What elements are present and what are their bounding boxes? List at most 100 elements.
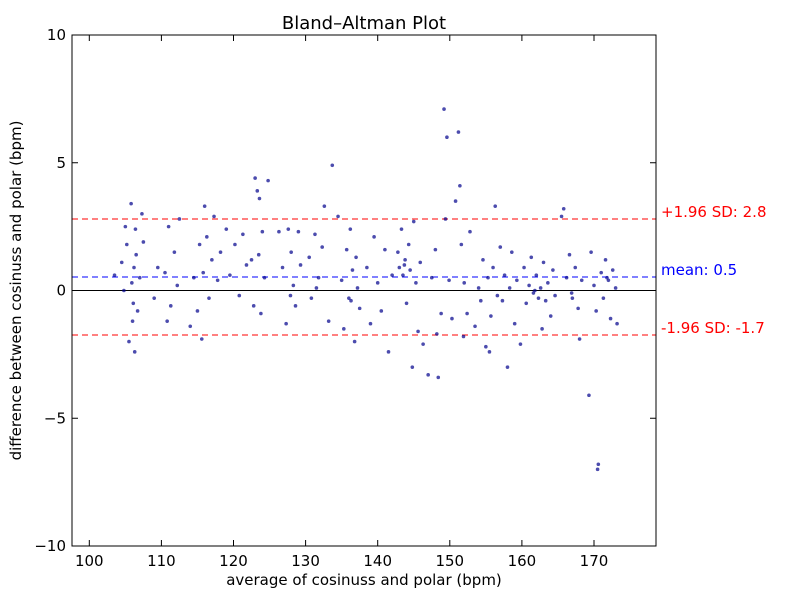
data-point <box>372 235 376 239</box>
data-point <box>166 224 171 229</box>
data-point <box>396 250 400 254</box>
data-point <box>284 321 288 326</box>
data-point <box>500 298 505 303</box>
data-point <box>137 275 142 280</box>
data-point <box>573 265 578 270</box>
data-point <box>205 235 209 239</box>
data-point <box>307 255 312 260</box>
data-point <box>403 258 407 262</box>
data-point <box>192 275 196 280</box>
data-point <box>414 281 418 285</box>
data-point <box>119 260 124 265</box>
data-point <box>450 316 454 321</box>
reference-line-label: +1.96 SD: 2.8 <box>661 203 766 221</box>
data-point <box>443 217 448 221</box>
data-point <box>533 288 537 293</box>
data-point <box>175 283 180 288</box>
data-point <box>397 265 402 270</box>
data-point <box>188 324 193 329</box>
y-tick-label: −10 <box>34 537 66 555</box>
data-point <box>426 373 430 377</box>
data-point <box>536 296 541 300</box>
y-tick-label: 10 <box>47 26 66 44</box>
data-point <box>576 306 580 311</box>
x-tick-label: 160 <box>508 552 537 570</box>
x-tick-label: 140 <box>363 552 392 570</box>
chart-title: Bland–Altman Plot <box>282 13 446 34</box>
data-point <box>489 314 493 318</box>
data-point <box>553 293 557 298</box>
data-point <box>134 252 138 257</box>
data-point <box>253 176 257 180</box>
data-point <box>512 321 517 326</box>
data-point <box>347 296 351 300</box>
data-point <box>418 260 423 265</box>
data-point <box>298 263 303 267</box>
data-point <box>386 350 391 354</box>
data-point <box>288 293 293 298</box>
data-point <box>383 247 387 252</box>
data-point <box>416 329 420 334</box>
y-axis-label: difference between cosinuss and polar (b… <box>7 121 25 461</box>
data-point <box>296 229 301 234</box>
data-point <box>538 286 543 290</box>
data-point <box>577 337 582 341</box>
data-point <box>207 296 211 300</box>
data-point <box>131 301 136 306</box>
data-point <box>540 327 544 331</box>
data-point <box>447 278 451 283</box>
data-point <box>493 204 498 208</box>
scatter-points <box>112 107 619 472</box>
data-point <box>461 334 466 339</box>
data-point <box>579 278 584 283</box>
data-point <box>603 258 608 262</box>
data-point <box>570 296 575 300</box>
data-point <box>130 281 134 285</box>
data-point <box>546 281 550 285</box>
data-point <box>228 273 232 277</box>
y-tick-label: 0 <box>56 282 66 300</box>
x-tick-label: 150 <box>435 552 464 570</box>
data-point <box>342 327 346 331</box>
data-point <box>241 232 245 237</box>
data-point <box>445 135 449 139</box>
data-point <box>594 309 598 313</box>
data-point <box>564 275 569 280</box>
axis-ticks: 100 110 120 130 140 150 160 170 −10 −5 0 5 10 <box>34 26 656 570</box>
data-point <box>199 337 204 341</box>
data-point <box>212 214 216 219</box>
y-tick-label: −5 <box>44 409 66 427</box>
data-point <box>456 130 461 134</box>
data-point <box>458 183 462 188</box>
data-point <box>215 278 220 283</box>
data-point <box>484 344 488 349</box>
data-point <box>587 393 591 398</box>
data-point <box>473 324 477 329</box>
data-point <box>610 268 615 272</box>
data-point <box>486 275 490 280</box>
data-point <box>129 201 133 206</box>
data-point <box>357 306 362 311</box>
data-point <box>201 270 206 275</box>
data-point <box>152 296 156 300</box>
data-point <box>289 250 293 254</box>
data-point <box>595 467 600 472</box>
data-point <box>133 227 138 231</box>
data-point <box>348 227 353 231</box>
data-point <box>251 304 256 308</box>
data-point <box>548 314 553 318</box>
data-point <box>529 255 534 260</box>
data-point <box>135 309 140 313</box>
data-point <box>320 245 324 249</box>
data-point <box>527 283 531 288</box>
x-axis-label: average of cosinuss and polar (bpm) <box>226 571 502 589</box>
reference-line-label: mean: 0.5 <box>661 261 737 279</box>
data-point <box>541 260 546 265</box>
reference-line-label: -1.96 SD: -1.7 <box>661 319 765 337</box>
data-point <box>421 342 425 346</box>
data-point <box>567 252 572 257</box>
data-point <box>481 258 485 262</box>
data-point <box>330 163 335 168</box>
data-point <box>569 291 574 295</box>
